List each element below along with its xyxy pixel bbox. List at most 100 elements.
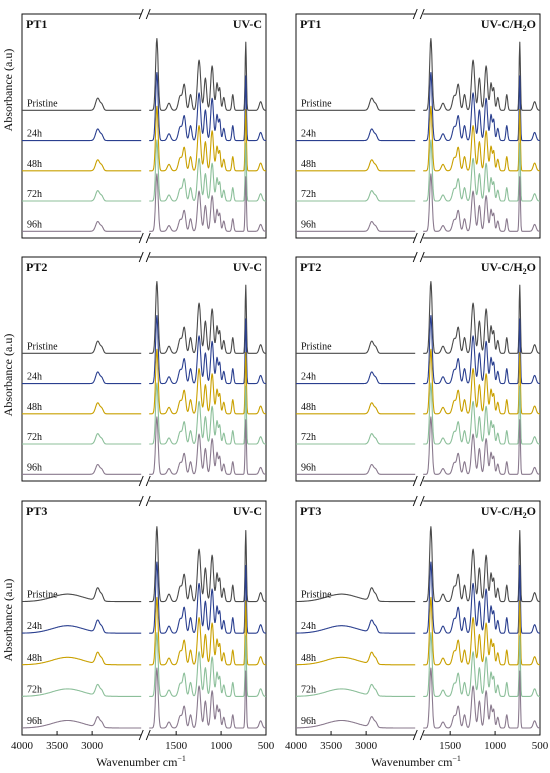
series-24h xyxy=(21,314,267,385)
series-96h xyxy=(21,667,267,729)
condition-text: UV-C/H xyxy=(481,504,523,518)
condition-text: UV-C/H xyxy=(481,17,523,31)
panel-id: PT2 xyxy=(26,260,47,274)
axis-break-marker-top xyxy=(138,8,151,20)
condition-text-end: O xyxy=(527,260,536,274)
series-label: Pristine xyxy=(301,590,332,601)
series-48h xyxy=(21,348,267,415)
series-label: Pristine xyxy=(301,341,332,352)
series-pristine xyxy=(295,281,541,354)
series-72h xyxy=(295,382,541,445)
series-96h xyxy=(21,173,267,232)
series-pristine xyxy=(21,281,267,354)
series-label: 24h xyxy=(301,129,316,140)
series-96h xyxy=(295,416,541,475)
axis-break-marker-bottom xyxy=(138,475,151,487)
panel-condition: UV-C/H2O xyxy=(481,504,536,520)
series-label: 96h xyxy=(27,219,42,230)
condition-text-end: O xyxy=(527,17,536,31)
panel-id: PT3 xyxy=(300,504,321,518)
series-label: 24h xyxy=(27,621,42,632)
panel-id: PT2 xyxy=(300,260,321,274)
panel-condition: UV-C/H2O xyxy=(481,17,536,33)
x-tick-label: 4000 xyxy=(285,740,308,752)
series-label: 96h xyxy=(301,219,316,230)
series-pristine xyxy=(21,38,267,111)
panel-pt1-uvc: PT1 UV-C Pristine 24h 48h 72h 96h xyxy=(21,8,267,244)
series-72h xyxy=(21,382,267,445)
condition-subscript: 2 xyxy=(523,24,527,33)
series-24h xyxy=(21,561,267,634)
condition-text: UV-C/H xyxy=(481,260,523,274)
x-axis-label-left: Wavenumber cm−1 xyxy=(96,754,186,769)
series-label: 24h xyxy=(301,372,316,383)
panel-pt3-uvc: PT3 UV-C Pristine 24h 48h 72h 96h 4000 3500 3000 1… xyxy=(11,495,275,752)
axis-break-gap-bottom xyxy=(141,477,150,485)
panel-condition: UV-C xyxy=(233,504,262,518)
series-label: 72h xyxy=(27,684,42,695)
series-48h xyxy=(295,348,541,415)
axis-break-marker-top xyxy=(412,251,425,263)
series-pristine xyxy=(21,526,267,603)
series-label: 72h xyxy=(27,189,42,200)
condition-text: UV-C xyxy=(233,17,262,31)
axis-break-gap-top xyxy=(415,10,424,18)
panel-id: PT1 xyxy=(26,17,47,31)
plot-frame xyxy=(21,500,267,736)
axis-break-gap-top xyxy=(415,253,424,261)
plot-frame xyxy=(295,500,541,736)
x-tick-label: 1000 xyxy=(210,740,233,752)
series-96h xyxy=(295,667,541,729)
series-label: 24h xyxy=(27,129,42,140)
panel-pt2-uvc: PT2 UV-C Pristine 24h 48h 72h 96h xyxy=(21,251,267,487)
series-72h xyxy=(295,632,541,697)
series-48h xyxy=(295,596,541,666)
series-label: 48h xyxy=(301,159,316,170)
axis-break-gap-bottom xyxy=(141,234,150,242)
x-axis-label-text: Wavenumber cm xyxy=(96,755,178,769)
axis-break-gap-top xyxy=(415,497,424,505)
axis-break-marker-top xyxy=(412,8,425,20)
y-axis-label-bottom: Absorbance (a.u) xyxy=(1,579,15,662)
x-tick-label: 1500 xyxy=(439,740,462,752)
condition-text: UV-C xyxy=(233,504,262,518)
axis-break-marker-top xyxy=(138,251,151,263)
x-axis-label-exponent: −1 xyxy=(452,754,461,763)
plot-frame xyxy=(21,13,267,239)
x-axis-label-exponent: −1 xyxy=(177,754,186,763)
axis-break-gap-bottom xyxy=(415,234,424,242)
condition-text-end: O xyxy=(527,504,536,518)
axis-break-marker-bottom xyxy=(412,232,425,244)
axis-break-gap-top xyxy=(141,253,150,261)
y-axis-label: Absorbance (a.u) xyxy=(1,49,15,132)
panel-condition: UV-C xyxy=(233,260,262,274)
axis-break-marker-top xyxy=(412,495,425,507)
x-tick-label: 3500 xyxy=(46,740,69,752)
x-axis-label-text: Wavenumber cm xyxy=(371,755,453,769)
axis-break-marker-top xyxy=(138,495,151,507)
x-tick-label: 1000 xyxy=(484,740,507,752)
series-pristine xyxy=(295,526,541,603)
series-96h xyxy=(295,173,541,232)
series-pristine xyxy=(295,38,541,111)
axis-break-gap-top xyxy=(141,10,150,18)
x-tick-label: 500 xyxy=(532,740,549,752)
series-24h xyxy=(295,561,541,634)
axis-break-marker-bottom xyxy=(138,729,151,741)
series-label: Pristine xyxy=(301,98,332,109)
axis-break-gap-top xyxy=(141,497,150,505)
panel-id: PT3 xyxy=(26,504,47,518)
series-24h xyxy=(295,71,541,142)
series-label: Pristine xyxy=(27,98,58,109)
series-24h xyxy=(295,314,541,385)
series-label: 72h xyxy=(301,432,316,443)
series-label: 72h xyxy=(301,684,316,695)
series-label: 48h xyxy=(301,402,316,413)
panel-pt1-uvc-h2o: PT1 UV-C/H2O Pristine 24h 48h 72h 96h xyxy=(295,8,541,244)
x-tick-label: 3500 xyxy=(320,740,343,752)
x-tick-label: 3000 xyxy=(355,740,378,752)
series-label: 24h xyxy=(27,372,42,383)
series-label: Pristine xyxy=(27,341,58,352)
series-label: 96h xyxy=(27,716,42,727)
